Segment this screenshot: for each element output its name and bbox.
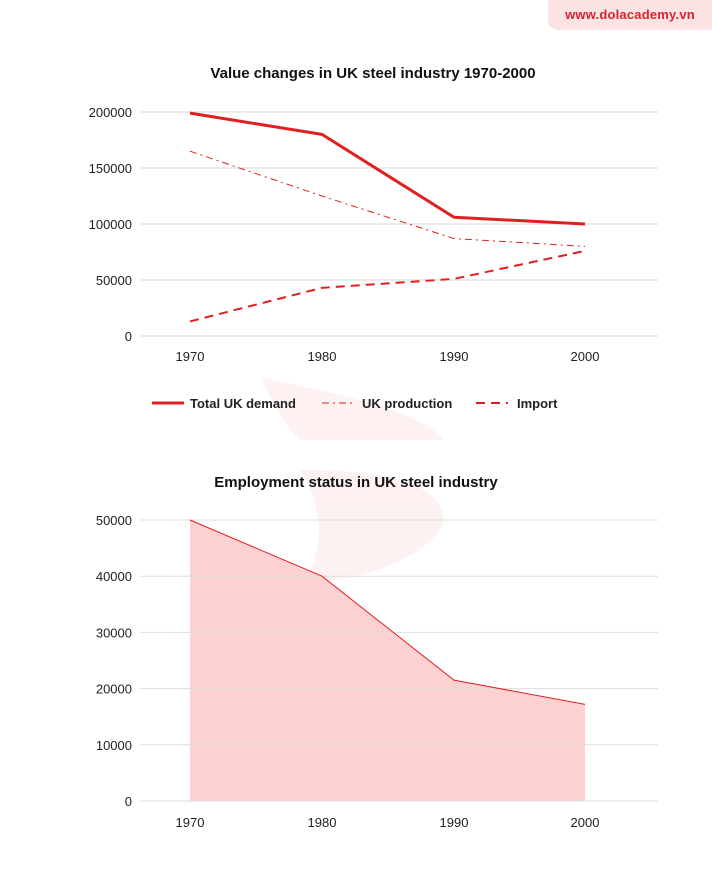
chart2-y-tick-label: 10000 <box>96 738 132 753</box>
chart1-y-tick-label: 150000 <box>89 161 132 176</box>
chart1-y-tick-label: 100000 <box>89 217 132 232</box>
chart1-x-tick-label: 1990 <box>440 349 469 364</box>
legend-label-import: Import <box>517 396 558 411</box>
chart2-series-line-employment <box>189 519 586 705</box>
chart2-title: Employment status in UK steel industry <box>214 474 498 491</box>
chart1-title: Value changes in UK steel industry 1970-… <box>210 65 535 82</box>
chart2-x-tick-label: 2000 <box>571 815 600 830</box>
chart1-series-line-uk-production <box>189 150 586 247</box>
legend-label-uk-production: UK production <box>362 396 452 411</box>
chart2-area-fill <box>190 520 585 801</box>
legend-label-total-uk-demand: Total UK demand <box>190 396 296 411</box>
chart1-x-tick-label: 2000 <box>571 349 600 364</box>
background-logo <box>262 378 444 585</box>
watermark-text: www.dolacademy.vn <box>565 7 695 22</box>
chart1-x-tick-label: 1980 <box>308 349 337 364</box>
chart2-y-tick-label: 20000 <box>96 682 132 697</box>
chart1-series-line-import <box>189 249 586 323</box>
chart2-x-tick-label: 1990 <box>440 815 469 830</box>
employment-chart: Employment status in UK steel industry 0… <box>96 474 658 830</box>
chart2-x-tick-label: 1970 <box>176 815 205 830</box>
watermark-badge: www.dolacademy.vn <box>548 0 712 30</box>
chart2-y-tick-label: 30000 <box>96 625 132 640</box>
chart1-x-tick-label: 1970 <box>176 349 205 364</box>
chart1-series-line-total-uk-demand <box>189 111 586 226</box>
chart1-y-tick-label: 200000 <box>89 105 132 120</box>
chart2-y-tick-label: 0 <box>125 794 132 809</box>
chart2-x-tick-label: 1980 <box>308 815 337 830</box>
value-changes-chart: Value changes in UK steel industry 1970-… <box>89 65 658 411</box>
chart2-y-tick-label: 50000 <box>96 513 132 528</box>
chart1-y-tick-label: 0 <box>125 329 132 344</box>
chart2-y-tick-label: 40000 <box>96 569 132 584</box>
chart1-y-tick-label: 50000 <box>96 273 132 288</box>
